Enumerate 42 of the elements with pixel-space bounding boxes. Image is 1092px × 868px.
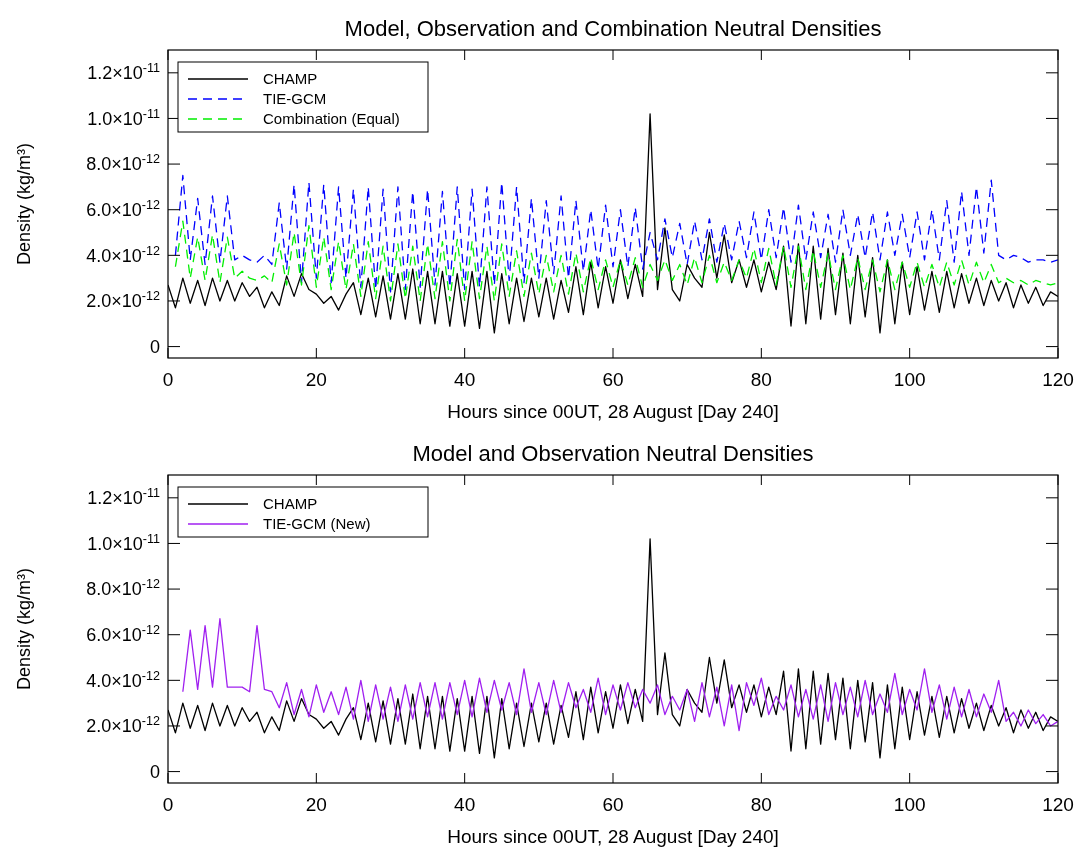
y-tick-label: 0 <box>149 761 160 782</box>
chart-title: Model, Observation and Combination Neutral Densities <box>344 16 882 41</box>
y-axis-title: Density (kg/m³) <box>14 142 34 266</box>
x-axis-title: Hours since 00UT, 28 August [Day 240] <box>447 826 779 847</box>
x-tick-label: 100 <box>893 369 926 390</box>
x-tick-label: 60 <box>602 369 624 390</box>
x-tick-label: 20 <box>305 369 327 390</box>
x-tick-label: 0 <box>162 794 174 815</box>
y-tick-label: 1.0×10$^{-11}$ <box>87 531 160 554</box>
legend-label: TIE-GCM (New) <box>263 515 371 533</box>
y-axis-title: Density (kg/m³) <box>14 567 34 691</box>
line-series <box>182 618 1058 732</box>
legend-label: Combination (Equal) <box>263 110 400 128</box>
y-tick-label: 2.0×10$^{-12}$ <box>86 714 160 737</box>
y-tick-label: 1.0×10$^{-11}$ <box>87 106 160 129</box>
x-axis-title: Hours since 00UT, 28 August [Day 240] <box>447 401 779 422</box>
y-tick-label: 6.0×10$^{-12}$ <box>86 198 160 220</box>
legend-label: TIE-GCM <box>263 90 327 108</box>
y-tick-label: 0 <box>149 336 160 357</box>
x-tick-label: 120 <box>1042 369 1074 390</box>
x-tick-label: 20 <box>305 794 327 815</box>
y-tick-label: 4.0×10$^{-12}$ <box>86 243 160 266</box>
x-tick-label: 60 <box>602 794 624 815</box>
y-tick-label: 8.0×10$^{-12}$ <box>86 577 160 600</box>
y-tick-label: 1.2×10$^{-11}$ <box>87 486 160 509</box>
x-tick-label: 0 <box>162 369 174 390</box>
line-series <box>174 174 1058 293</box>
x-tick-label: 100 <box>893 794 926 815</box>
y-tick-label: 6.0×10$^{-12}$ <box>86 623 160 645</box>
chart-title: Model and Observation Neutral Densities <box>412 441 814 466</box>
x-tick-label: 120 <box>1042 794 1074 815</box>
x-tick-label: 80 <box>750 369 772 390</box>
x-tick-label: 40 <box>454 369 476 390</box>
y-tick-label: 1.2×10$^{-11}$ <box>87 61 160 84</box>
y-tick-label: 4.0×10$^{-12}$ <box>86 668 160 691</box>
legend-label: CHAMP <box>263 70 318 88</box>
y-tick-label: 2.0×10$^{-12}$ <box>86 289 160 312</box>
line-series <box>174 220 1058 302</box>
y-tick-label: 8.0×10$^{-12}$ <box>86 152 160 175</box>
legend-label: CHAMP <box>263 495 318 513</box>
x-tick-label: 80 <box>750 794 772 815</box>
x-tick-label: 40 <box>454 794 476 815</box>
